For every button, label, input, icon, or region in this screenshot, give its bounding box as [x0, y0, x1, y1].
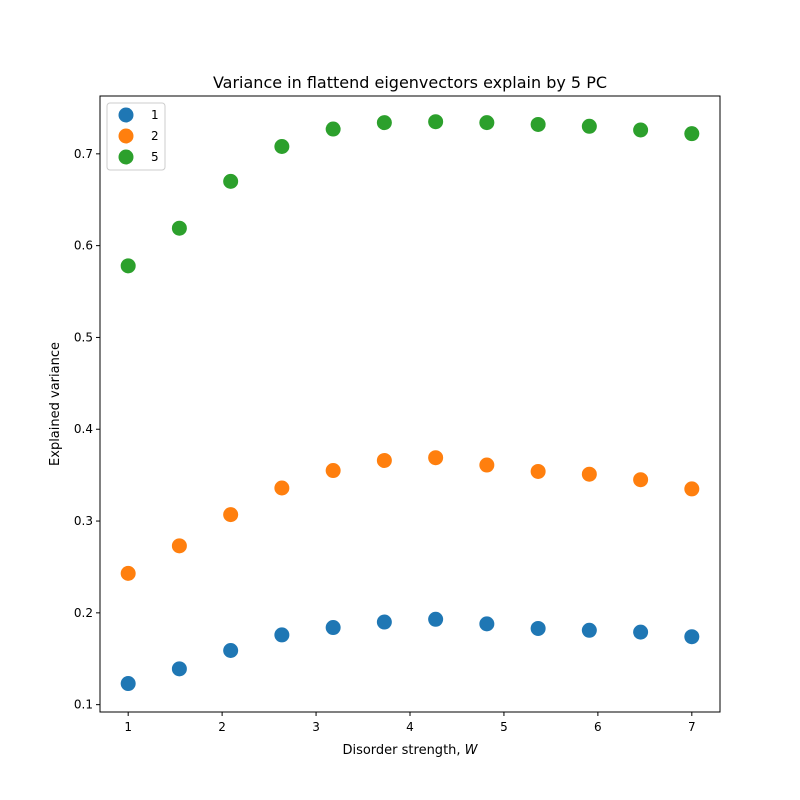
legend-item: 5: [118, 149, 159, 165]
data-point: [530, 620, 546, 636]
data-point: [633, 472, 649, 488]
x-tick-label: 6: [594, 720, 602, 734]
x-axis-label-text: Disorder strength,: [342, 743, 464, 758]
data-point: [325, 620, 341, 636]
x-axis: 1 2 3 4 5 6 7: [124, 712, 696, 734]
legend-item: 1: [118, 107, 159, 123]
data-point: [530, 116, 546, 132]
y-tick-label: 0.1: [74, 698, 93, 712]
chart-title: Variance in flattend eigenvectors explai…: [213, 73, 607, 92]
x-axis-label: Disorder strength, W: [342, 743, 478, 758]
y-tick-label: 0.5: [74, 330, 93, 344]
data-point: [581, 622, 597, 638]
legend-marker: [118, 149, 134, 165]
data-point: [479, 616, 495, 632]
x-tick-label: 5: [500, 720, 508, 734]
data-point: [325, 463, 341, 479]
plot-area: [120, 114, 700, 692]
y-axis-label: Explained variance: [48, 342, 63, 466]
y-tick-label: 0.6: [74, 239, 93, 253]
y-axis: 0.1 0.2 0.3 0.4 0.5 0.6 0.7: [74, 147, 100, 712]
data-point: [428, 611, 444, 627]
data-point: [684, 481, 700, 497]
data-point: [684, 629, 700, 645]
data-point: [120, 258, 136, 274]
legend-label: 5: [151, 150, 159, 164]
data-point: [171, 661, 187, 677]
x-tick-label: 3: [312, 720, 320, 734]
legend-label: 1: [151, 108, 159, 122]
legend-label: 2: [151, 129, 159, 143]
data-point: [171, 538, 187, 554]
x-tick-label: 7: [688, 720, 696, 734]
data-point: [581, 466, 597, 482]
data-point: [428, 450, 444, 466]
data-point: [171, 220, 187, 236]
series-2: [120, 450, 700, 581]
data-point: [530, 463, 546, 479]
data-point: [479, 457, 495, 473]
legend-item: 2: [118, 128, 159, 144]
data-point: [274, 627, 290, 643]
data-point: [325, 121, 341, 137]
x-tick-label: 1: [124, 720, 132, 734]
data-point: [274, 480, 290, 496]
data-point: [120, 676, 136, 692]
data-point: [376, 452, 392, 468]
y-tick-label: 0.3: [74, 514, 93, 528]
data-point: [581, 118, 597, 134]
x-tick-label: 2: [218, 720, 226, 734]
legend: 1 2 5: [106, 102, 166, 171]
data-point: [274, 138, 290, 154]
data-point: [633, 122, 649, 138]
y-tick-label: 0.7: [74, 147, 93, 161]
legend-marker: [118, 107, 134, 123]
x-axis-label-variable: W: [465, 743, 479, 758]
data-point: [120, 565, 136, 581]
data-point: [479, 115, 495, 131]
series-1: [120, 611, 700, 692]
data-point: [376, 115, 392, 131]
data-point: [223, 173, 239, 189]
data-point: [223, 507, 239, 523]
data-point: [633, 624, 649, 640]
x-tick-label: 4: [406, 720, 414, 734]
series-5: [120, 114, 700, 274]
legend-marker: [118, 128, 134, 144]
data-point: [428, 114, 444, 130]
data-point: [223, 642, 239, 658]
y-tick-label: 0.4: [74, 422, 93, 436]
data-point: [684, 126, 700, 142]
data-point: [376, 614, 392, 630]
y-tick-label: 0.2: [74, 606, 93, 620]
plot-frame: [99, 95, 721, 713]
